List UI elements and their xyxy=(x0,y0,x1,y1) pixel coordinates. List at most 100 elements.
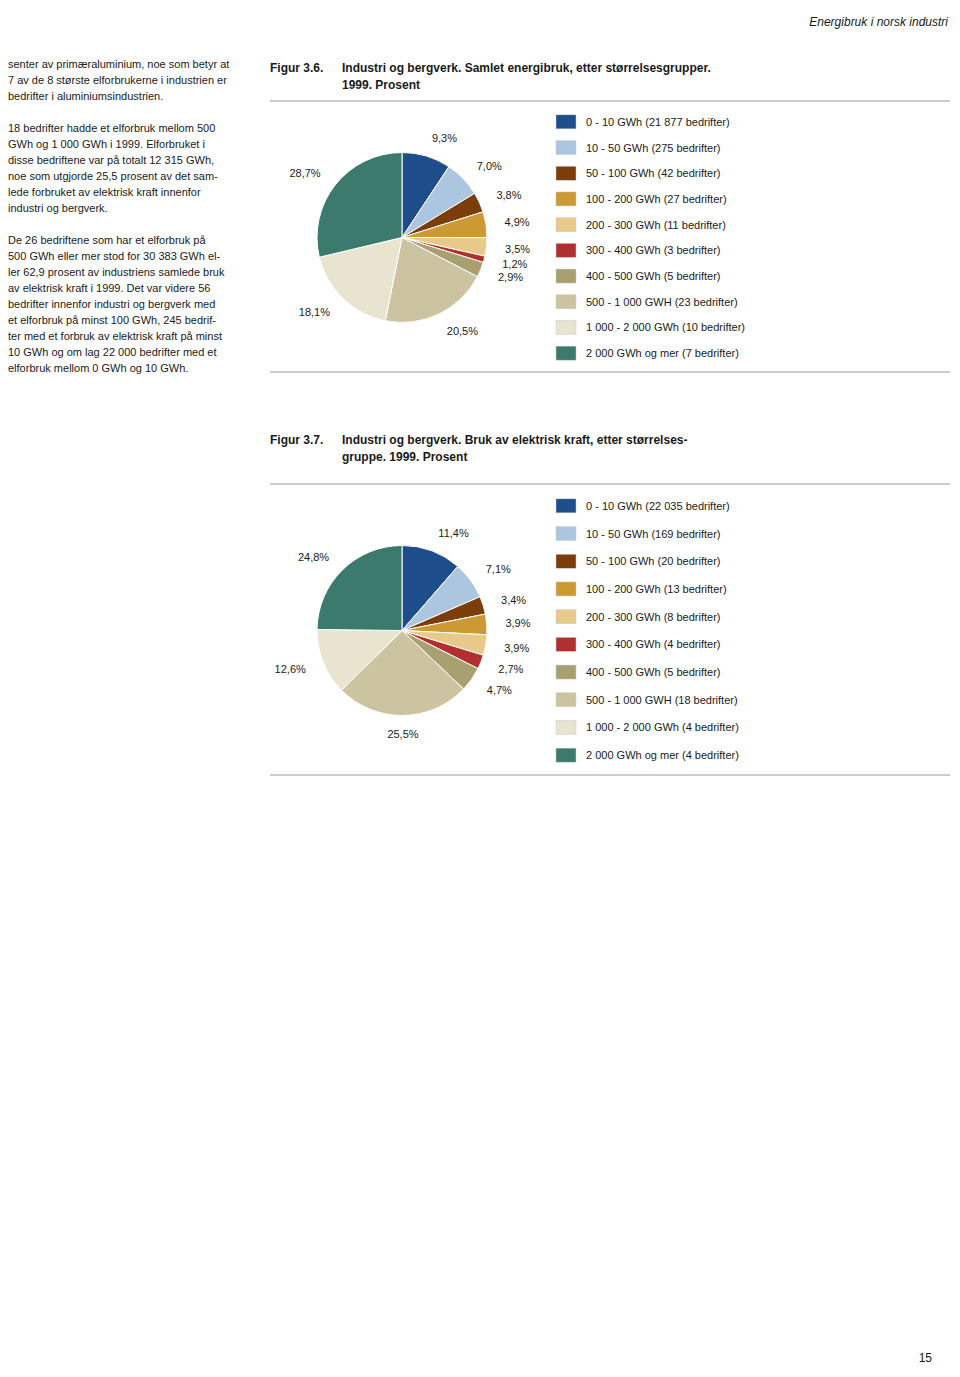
legend-swatch xyxy=(556,346,576,360)
legend-swatch xyxy=(556,320,576,334)
chart-subtitle: Industri og bergverk. Samlet energibruk,… xyxy=(342,61,711,75)
legend-swatch xyxy=(556,295,576,309)
legend-entry: 10 - 50 GWh (275 bedrifter) xyxy=(586,142,721,154)
legend-entry: 100 - 200 GWh (27 bedrifter) xyxy=(586,193,727,205)
data-label: 3,9% xyxy=(504,642,529,654)
chart-subtitle: 1999. Prosent xyxy=(342,78,420,92)
data-label: 2,7% xyxy=(498,663,523,675)
body-text-line: ter med et forbruk av elektrisk kraft på… xyxy=(8,330,222,342)
slices xyxy=(317,546,487,716)
page: Energibruk i norsk industri senter av pri… xyxy=(0,0,960,1377)
separator xyxy=(270,484,950,485)
legend-entry: 200 - 300 GWh (8 bedrifter) xyxy=(586,611,721,623)
data-label: 24,8% xyxy=(298,551,329,563)
body-text-line: ler 62,9 prosent av industriens samlede … xyxy=(8,266,225,278)
data-label: 2,9% xyxy=(498,271,523,283)
legend-swatch xyxy=(556,192,576,206)
page-number: 15 xyxy=(919,1351,933,1365)
legend-entry: 500 - 1 000 GWH (23 bedrifter) xyxy=(586,296,738,308)
data-label: 9,3% xyxy=(432,132,457,144)
body-text-line: disse bedriftene var på totalt 12 315 GW… xyxy=(8,154,214,166)
legend-entry: 50 - 100 GWh (20 bedrifter) xyxy=(586,555,721,567)
body-text-line: senter av primæraluminium, noe som betyr… xyxy=(8,58,229,70)
separator xyxy=(270,775,950,776)
data-label: 3,8% xyxy=(496,189,521,201)
pie-slice xyxy=(317,153,402,258)
chart-subtitle: gruppe. 1999. Prosent xyxy=(342,450,467,464)
legend-entry: 100 - 200 GWh (13 bedrifter) xyxy=(586,583,727,595)
legend-swatch xyxy=(556,748,576,762)
legend-entry: 200 - 300 GWh (11 bedrifter) xyxy=(586,219,726,231)
legend-swatch xyxy=(556,610,576,624)
legend-swatch xyxy=(556,115,576,129)
legend-swatch xyxy=(556,665,576,679)
body-text-line: bedrifter i aluminiumsindustrien. xyxy=(8,90,163,102)
legend-entry: 1 000 - 2 000 GWh (10 bedrifter) xyxy=(586,321,745,333)
chart-title: Figur 3.7. xyxy=(270,433,323,447)
slices xyxy=(317,153,487,323)
body-text-line: lede forbruket av elektrisk kraft innenf… xyxy=(8,186,201,198)
data-label: 3,9% xyxy=(505,617,530,629)
legend-entry: 300 - 400 GWh (3 bedrifter) xyxy=(586,244,721,256)
data-label: 18,1% xyxy=(299,306,330,318)
pie-slice xyxy=(317,629,402,690)
legend-entry: 2 000 GWh og mer (4 bedrifter) xyxy=(586,749,739,761)
legend-entry: 2 000 GWh og mer (7 bedrifter) xyxy=(586,347,739,359)
body-text-line: 10 GWh og om lag 22 000 bedrifter med et xyxy=(8,346,217,358)
data-label: 7,1% xyxy=(486,563,511,575)
legend-swatch xyxy=(556,269,576,283)
legend-swatch xyxy=(556,218,576,232)
legend-swatch xyxy=(556,720,576,734)
body-text-line: et elforbruk på minst 100 GWh, 245 bedri… xyxy=(8,314,216,326)
data-label: 28,7% xyxy=(289,167,320,179)
legend-entry: 50 - 100 GWh (42 bedrifter) xyxy=(586,167,721,179)
body-text-line: bedrifter innenfor industri og bergverk … xyxy=(8,298,215,310)
body-text-line: 18 bedrifter hadde et elforbruk mellom 5… xyxy=(8,122,215,134)
data-label: 7,0% xyxy=(477,160,502,172)
legend-swatch xyxy=(556,166,576,180)
data-label: 1,2% xyxy=(502,258,527,270)
legend-swatch xyxy=(556,527,576,541)
data-label: 3,4% xyxy=(501,594,526,606)
body-text-line: GWh og 1 000 GWh i 1999. Elforbruket i xyxy=(8,138,205,150)
legend: 0 - 10 GWh (21 877 bedrifter) 10 - 50 GWh… xyxy=(556,115,745,360)
data-label: 4,9% xyxy=(504,216,529,228)
data-label: 11,4% xyxy=(438,527,469,539)
separator xyxy=(270,101,950,102)
body-text-line: De 26 bedriftene som har et elforbruk på xyxy=(8,234,206,246)
data-label: 25,5% xyxy=(387,728,418,740)
pie-slice xyxy=(402,212,487,238)
data-label: 4,7% xyxy=(487,684,512,696)
pie-chart: Figur 3.6. Industri og bergverk. Samlet e… xyxy=(270,61,950,372)
body-text-line: elforbruk mellom 0 GWh og 10 GWh. xyxy=(8,362,188,374)
legend-swatch xyxy=(556,582,576,596)
legend-swatch xyxy=(556,637,576,651)
separator xyxy=(270,372,950,373)
legend-swatch xyxy=(556,554,576,568)
legend: 0 - 10 GWh (22 035 bedrifter) 10 - 50 GWh… xyxy=(556,499,739,762)
legend-entry: 400 - 500 GWh (5 bedrifter) xyxy=(586,666,721,678)
body-text-line: av elektrisk kraft i 1999. Det var vider… xyxy=(8,282,210,294)
legend-entry: 10 - 50 GWh (169 bedrifter) xyxy=(586,528,721,540)
page-header: Energibruk i norsk industri xyxy=(809,15,948,29)
chart-subtitle: Industri og bergverk. Bruk av elektrisk … xyxy=(342,433,687,447)
background xyxy=(0,0,960,1377)
data-label: 12,6% xyxy=(275,663,306,675)
chart-title: Figur 3.6. xyxy=(270,61,323,75)
body-text-line: industri og bergverk. xyxy=(8,202,108,214)
legend-swatch xyxy=(556,243,576,257)
legend-entry: 1 000 - 2 000 GWh (4 bedrifter) xyxy=(586,721,739,733)
legend-entry: 0 - 10 GWh (22 035 bedrifter) xyxy=(586,500,730,512)
body-text-line: noe som utgjorde 25,5 prosent av det sam… xyxy=(8,170,218,182)
legend-entry: 400 - 500 GWh (5 bedrifter) xyxy=(586,270,721,282)
data-label: 3,5% xyxy=(505,243,530,255)
pie-slice xyxy=(317,546,402,631)
legend-swatch xyxy=(556,141,576,155)
legend-swatch xyxy=(556,693,576,707)
data-labels: 11,4% 7,1% 3,4% 3,9% 3,9% 2,7% 4,7% 25,5% 12,6% 2… xyxy=(275,527,531,740)
legend-entry: 500 - 1 000 GWH (18 bedrifter) xyxy=(586,694,738,706)
legend-entry: 0 - 10 GWh (21 877 bedrifter) xyxy=(586,116,730,128)
body-text-line: 7 av de 8 største elforbrukerne i indust… xyxy=(8,74,227,86)
data-labels: 9,3%7,0%3,8%4,9%3,5%1,2%2,9%20,5%18,1%28… xyxy=(289,132,530,337)
legend-swatch xyxy=(556,499,576,513)
